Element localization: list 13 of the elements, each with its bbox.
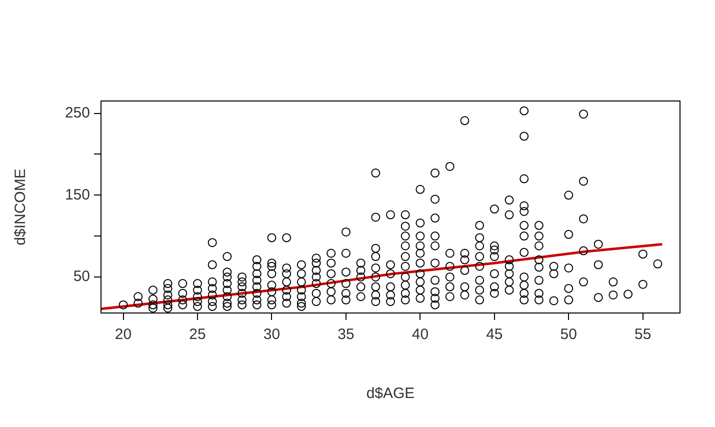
x-tick-label: 35 (338, 326, 354, 344)
x-tick-label: 50 (560, 326, 577, 344)
x-tick-label: 55 (634, 326, 652, 344)
x-tick-label: 25 (189, 326, 206, 344)
y-tick-label: 150 (64, 186, 90, 204)
x-axis-title: d$AGE (366, 385, 415, 402)
x-tick-label: 45 (486, 326, 503, 344)
y-tick-label: 50 (73, 268, 90, 286)
x-tick-label: 40 (412, 326, 429, 344)
y-axis-title: d$INCOME (12, 168, 30, 246)
x-tick-label: 20 (114, 326, 132, 344)
y-tick-label: 250 (64, 104, 90, 122)
x-tick-label: 30 (263, 326, 280, 344)
